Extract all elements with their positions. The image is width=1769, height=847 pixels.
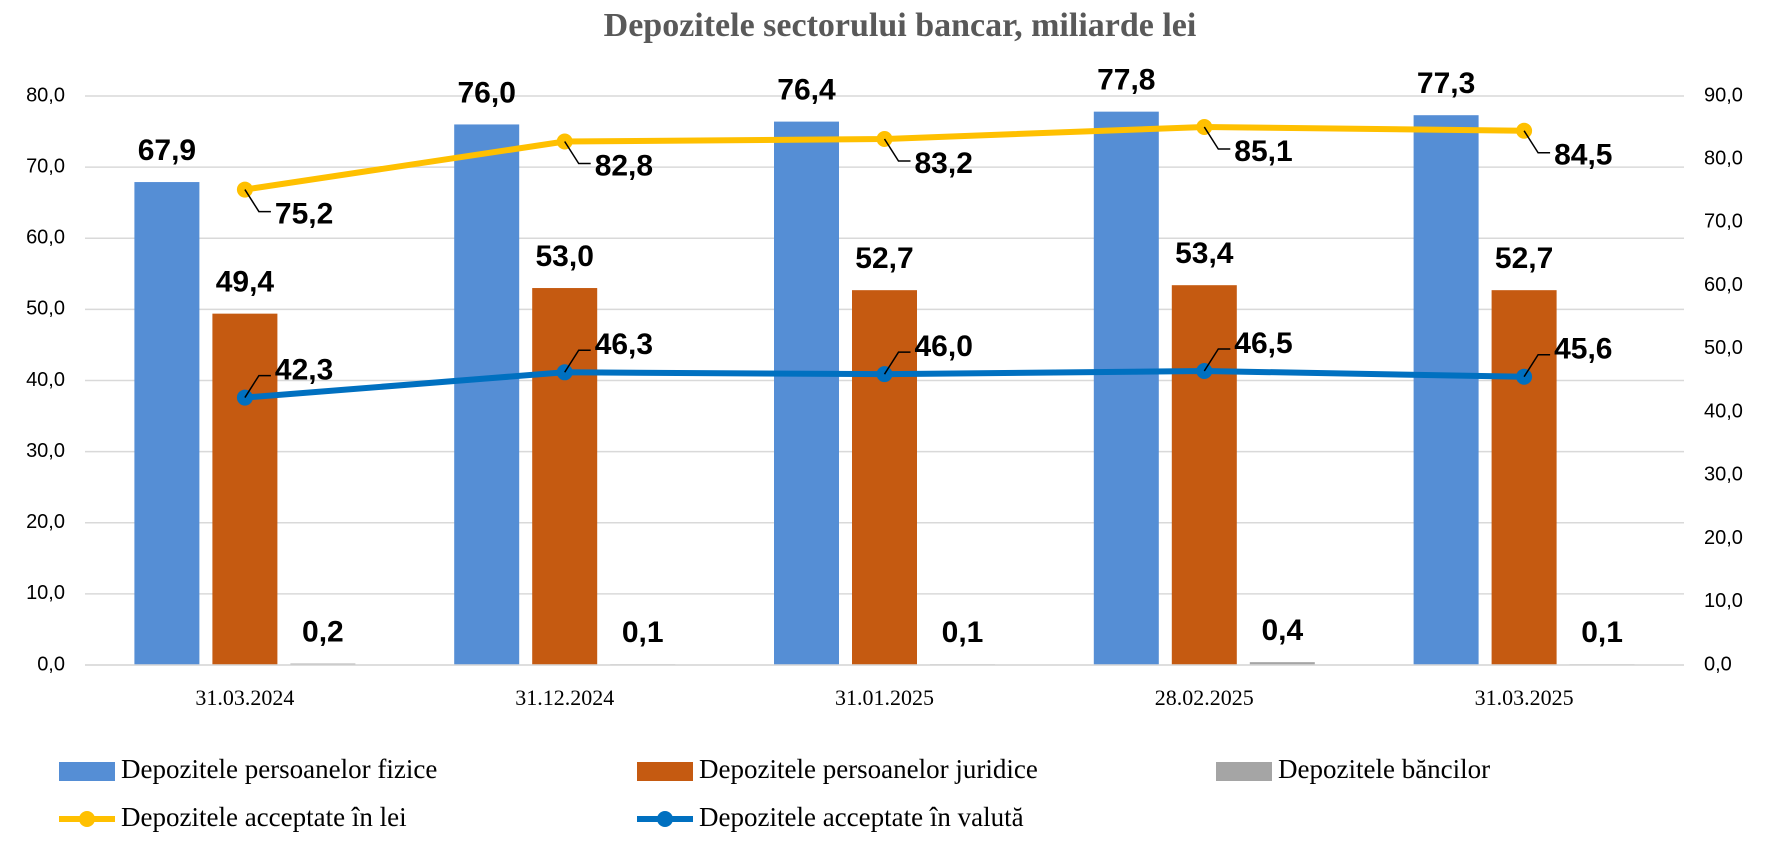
bar bbox=[1491, 290, 1557, 665]
line-value-label: 45,6 bbox=[1554, 333, 1612, 366]
y-tick-label: 10,0 bbox=[26, 582, 65, 604]
line-marker bbox=[1196, 118, 1213, 135]
leader-line bbox=[1203, 126, 1231, 150]
bar bbox=[532, 288, 598, 665]
y2-tick-label: 70,0 bbox=[1704, 211, 1743, 233]
legend-label: Depozitele persoanelor fizice bbox=[121, 754, 437, 784]
x-tick-label: 28.02.2025 bbox=[1155, 685, 1254, 710]
leader-line bbox=[244, 374, 271, 398]
bar-value-label: 0,1 bbox=[622, 616, 664, 649]
bar-value-label: 77,8 bbox=[1097, 64, 1155, 97]
legend-item: Depozitele acceptate în lei bbox=[59, 802, 407, 832]
legend-marker bbox=[79, 811, 95, 827]
y-tick-label: 70,0 bbox=[26, 155, 65, 177]
leader-line bbox=[1523, 353, 1551, 378]
bar bbox=[1413, 115, 1479, 666]
y-tick-label: 80,0 bbox=[26, 84, 65, 106]
leader-line bbox=[1203, 348, 1231, 372]
x-tick-label: 31.03.2024 bbox=[195, 685, 294, 710]
leader-line bbox=[883, 138, 911, 162]
line-value-label: 46,0 bbox=[915, 330, 973, 363]
x-tick-label: 31.03.2025 bbox=[1475, 685, 1574, 710]
bar bbox=[774, 121, 839, 666]
line-value-label: 84,5 bbox=[1554, 139, 1612, 172]
legend-label: Depozitele acceptate în valută bbox=[699, 802, 1024, 832]
leader-line bbox=[883, 351, 911, 375]
legend-marker bbox=[657, 811, 673, 827]
bar bbox=[852, 290, 917, 665]
legend-swatch bbox=[1216, 762, 1272, 781]
y2-tick-label: 40,0 bbox=[1704, 400, 1743, 422]
bar-value-label: 76,0 bbox=[458, 76, 516, 109]
y2-tick-label: 60,0 bbox=[1704, 274, 1743, 296]
x-tick-label: 31.01.2025 bbox=[835, 685, 934, 710]
y-tick-label: 40,0 bbox=[26, 369, 65, 391]
leader-line bbox=[564, 141, 591, 165]
bar bbox=[134, 182, 200, 665]
bar-value-label: 49,4 bbox=[216, 266, 275, 299]
legend-label: Depozitele băncilor bbox=[1278, 754, 1490, 784]
bar-value-label: 52,7 bbox=[855, 242, 913, 275]
bar-value-label: 77,3 bbox=[1417, 67, 1475, 100]
leader-line bbox=[244, 189, 271, 213]
legend-swatch bbox=[637, 762, 693, 781]
bar bbox=[212, 313, 278, 665]
legend-label: Depozitele persoanelor juridice bbox=[699, 754, 1038, 784]
y2-tick-label: 20,0 bbox=[1704, 527, 1743, 549]
legend-item: Depozitele persoanelor juridice bbox=[637, 754, 1038, 784]
y-tick-label: 30,0 bbox=[26, 440, 65, 462]
y2-tick-label: 80,0 bbox=[1704, 148, 1743, 170]
legend-swatch bbox=[59, 762, 115, 781]
chart-title: Depozitele sectorului bancar, miliarde l… bbox=[604, 7, 1197, 44]
y-tick-label: 20,0 bbox=[26, 511, 65, 533]
legend-item: Depozitele acceptate în valută bbox=[637, 802, 1024, 832]
legend-item: Depozitele băncilor bbox=[1216, 754, 1490, 784]
bar bbox=[1093, 111, 1159, 665]
y-tick-label: 60,0 bbox=[26, 227, 65, 249]
bar-value-label: 0,4 bbox=[1261, 614, 1303, 647]
line-value-label: 42,3 bbox=[275, 353, 333, 386]
line-value-label: 85,1 bbox=[1234, 135, 1292, 168]
bar-value-label: 0,2 bbox=[302, 615, 344, 648]
y2-tick-label: 90,0 bbox=[1704, 84, 1743, 106]
y2-tick-label: 10,0 bbox=[1704, 590, 1743, 612]
bar bbox=[454, 124, 520, 665]
y2-tick-label: 30,0 bbox=[1704, 464, 1743, 486]
y-tick-label: 0,0 bbox=[37, 653, 65, 675]
bar bbox=[1249, 662, 1315, 665]
x-tick-label: 31.12.2024 bbox=[515, 685, 614, 710]
y2-tick-label: 0,0 bbox=[1704, 653, 1732, 675]
bar-value-label: 67,9 bbox=[138, 134, 196, 167]
bar-value-label: 53,4 bbox=[1175, 237, 1234, 270]
bar-value-label: 52,7 bbox=[1495, 242, 1553, 275]
bar-value-label: 53,0 bbox=[536, 240, 594, 273]
bar bbox=[1171, 285, 1237, 665]
bar-value-label: 0,1 bbox=[942, 616, 984, 649]
line-value-label: 46,3 bbox=[595, 328, 653, 361]
y2-tick-label: 50,0 bbox=[1704, 337, 1743, 359]
line-value-label: 82,8 bbox=[595, 149, 653, 182]
line-value-label: 83,2 bbox=[915, 147, 973, 180]
line-value-label: 75,2 bbox=[275, 197, 333, 230]
legend-label: Depozitele acceptate în lei bbox=[121, 802, 407, 832]
y-tick-label: 50,0 bbox=[26, 298, 65, 320]
leader-line bbox=[564, 349, 591, 373]
legend-item: Depozitele persoanelor fizice bbox=[59, 754, 437, 784]
leader-line bbox=[1523, 130, 1551, 154]
bar-value-label: 0,1 bbox=[1581, 616, 1623, 649]
bar-value-label: 76,4 bbox=[777, 74, 836, 107]
line-value-label: 46,5 bbox=[1234, 327, 1292, 360]
